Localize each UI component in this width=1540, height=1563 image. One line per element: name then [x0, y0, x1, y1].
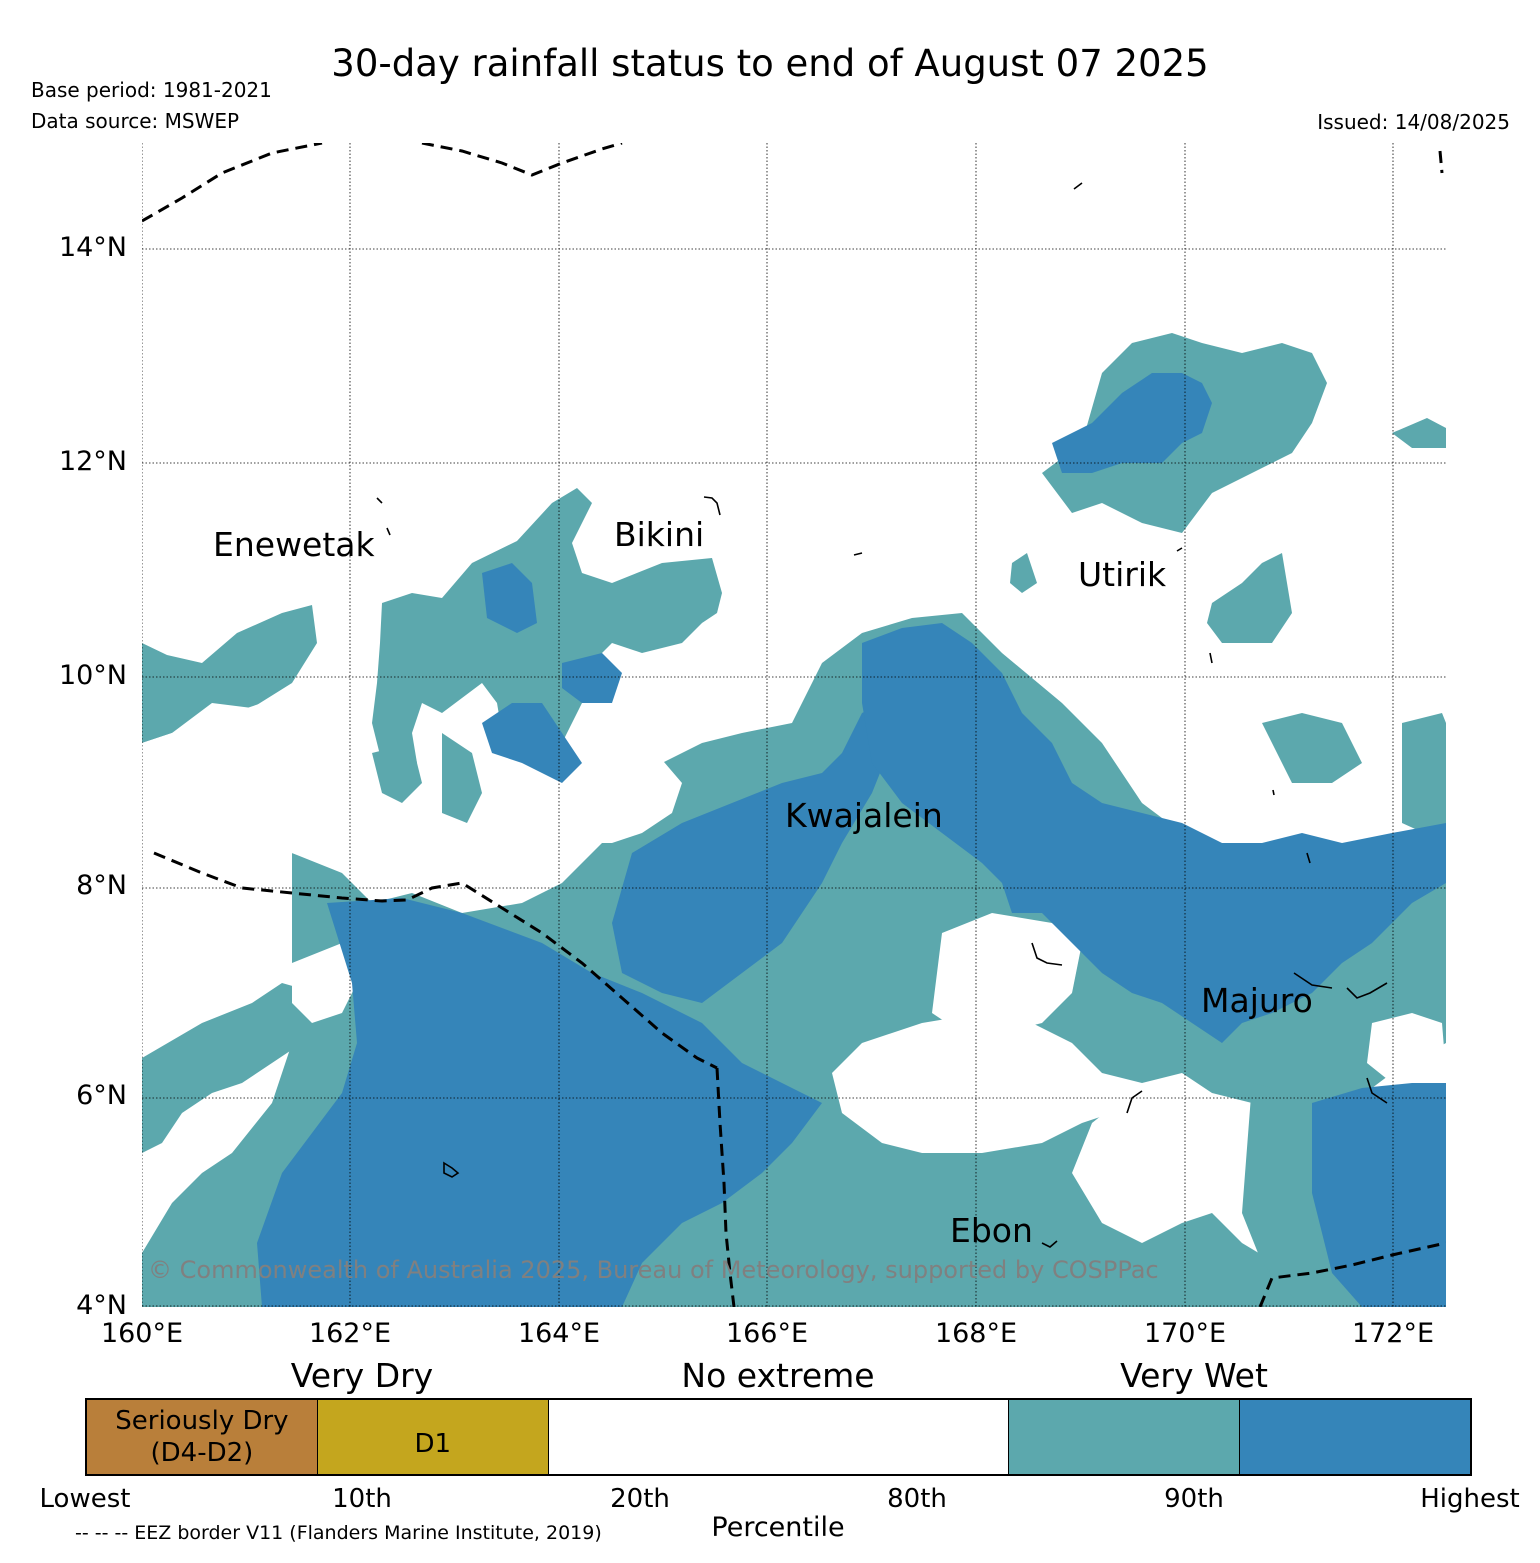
- lon-tick-label: 166°E: [725, 1318, 809, 1349]
- map-grid: [142, 143, 1446, 1307]
- lat-tick-label: 12°N: [58, 446, 127, 477]
- place-label-kwajalein: Kwajalein: [785, 796, 943, 835]
- place-label-bikini: Bikini: [614, 515, 705, 554]
- copyright-notice: © Commonwealth of Australia 2025, Bureau…: [148, 1256, 1159, 1284]
- wettest-region: [257, 373, 1446, 1307]
- lat-tick-label: 8°N: [76, 870, 127, 901]
- no-extreme-region: [142, 613, 1446, 1153]
- lat-tick-label: 4°N: [76, 1290, 127, 1321]
- lon-tick-label: 160°E: [100, 1318, 184, 1349]
- rainfall-map: [142, 143, 1446, 1307]
- lat-tick-label: 6°N: [76, 1080, 127, 1111]
- percentile-tick-label: 20th: [610, 1484, 670, 1514]
- eez-border-note: -- -- -- EEZ border V11 (Flanders Marine…: [75, 1522, 602, 1544]
- legend-segment-seriously-dry: Seriously Dry (D4-D2): [87, 1400, 317, 1474]
- legend-segment-very-wet: [1008, 1400, 1240, 1474]
- map-title: 30-day rainfall status to end of August …: [331, 42, 1209, 85]
- legend-color-bar: Seriously Dry (D4-D2) D1: [85, 1398, 1472, 1476]
- legend-segment-label: Seriously Dry: [115, 1405, 289, 1436]
- percentile-tick-label: 90th: [1164, 1484, 1224, 1514]
- place-label-enewetak: Enewetak: [213, 525, 375, 564]
- legend-segment-label: D1: [414, 1429, 452, 1459]
- legend-category-label: Very Wet: [1120, 1356, 1268, 1395]
- percentile-tick-label: Lowest: [39, 1484, 131, 1514]
- eez-border: [142, 143, 1446, 1307]
- lon-tick-label: 162°E: [308, 1318, 392, 1349]
- issued-date-label: Issued: 14/08/2025: [1317, 110, 1510, 134]
- place-label-majuro: Majuro: [1201, 981, 1313, 1020]
- legend-segment-no-extreme-low: [547, 1400, 779, 1474]
- percentile-tick-label: 80th: [887, 1484, 947, 1514]
- place-label-ebon: Ebon: [950, 1211, 1033, 1250]
- island-outlines: [376, 182, 1388, 1248]
- lon-tick-label: 170°E: [1143, 1318, 1227, 1349]
- percentile-tick-label: Highest: [1420, 1484, 1520, 1514]
- base-period-label: Base period: 1981-2021: [31, 78, 272, 102]
- lon-tick-label: 164°E: [517, 1318, 601, 1349]
- legend-segment-d1: D1: [316, 1400, 548, 1474]
- rainfall-map-canvas: [142, 143, 1446, 1307]
- legend-segment-wettest: [1239, 1400, 1470, 1474]
- legend-category-label: No extreme: [681, 1356, 875, 1395]
- percentile-axis-label: Percentile: [711, 1512, 845, 1543]
- data-source-label: Data source: MSWEP: [31, 109, 240, 133]
- legend-segment-no-extreme-high: [778, 1400, 1009, 1474]
- legend-category-label: Very Dry: [290, 1356, 434, 1395]
- legend-segment-label: (D4-D2): [150, 1438, 254, 1468]
- place-label-utirik: Utirik: [1078, 555, 1167, 594]
- lon-tick-label: 172°E: [1351, 1318, 1435, 1349]
- lat-tick-label: 14°N: [58, 232, 127, 263]
- lon-tick-label: 168°E: [934, 1318, 1018, 1349]
- lat-tick-label: 10°N: [58, 660, 127, 691]
- percentile-tick-label: 10th: [332, 1484, 392, 1514]
